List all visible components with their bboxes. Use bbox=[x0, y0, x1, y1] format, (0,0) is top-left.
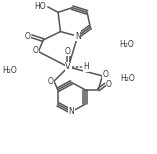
Text: O: O bbox=[24, 32, 30, 41]
Text: O: O bbox=[48, 77, 53, 86]
Text: N: N bbox=[75, 32, 81, 41]
Text: H: H bbox=[83, 63, 89, 71]
Text: H₂O: H₂O bbox=[120, 74, 135, 83]
Text: O: O bbox=[106, 80, 112, 89]
Text: O: O bbox=[103, 70, 108, 79]
Text: N: N bbox=[69, 107, 74, 116]
Text: H₂O: H₂O bbox=[119, 40, 134, 49]
Text: V: V bbox=[65, 63, 71, 71]
Text: HO: HO bbox=[34, 2, 46, 11]
Text: H₂O: H₂O bbox=[2, 66, 17, 75]
Text: O: O bbox=[32, 46, 38, 55]
Text: O: O bbox=[65, 47, 70, 56]
